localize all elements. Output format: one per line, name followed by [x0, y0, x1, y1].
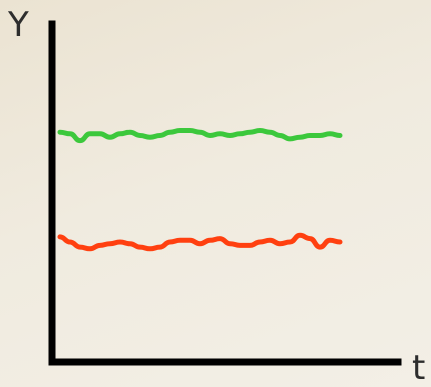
series-line-1	[57, 128, 343, 144]
series-layer	[57, 128, 343, 252]
x-axis-label: t	[412, 348, 425, 387]
series-line-2	[57, 232, 343, 252]
y-axis-label: Y	[7, 5, 29, 45]
